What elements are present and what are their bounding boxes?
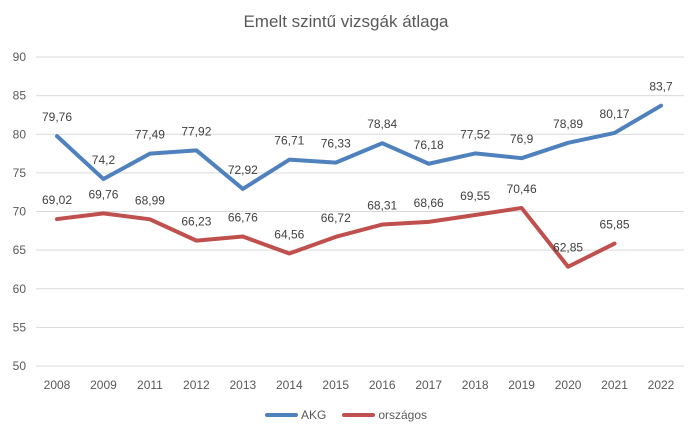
data-label: 78,89 xyxy=(553,117,583,131)
y-tick-label: 70 xyxy=(13,205,27,219)
y-tick-label: 75 xyxy=(13,166,27,180)
data-label: 76,9 xyxy=(510,132,534,146)
orsz-gos-line xyxy=(55,205,617,269)
data-label: 83,7 xyxy=(649,80,673,94)
data-label: 68,66 xyxy=(414,196,444,210)
x-tick-label: 2017 xyxy=(415,378,442,392)
x-tick-label: 2019 xyxy=(508,378,535,392)
x-tick-label: 2022 xyxy=(648,378,675,392)
x-tick-label: 2009 xyxy=(90,378,117,392)
y-tick-label: 85 xyxy=(13,89,27,103)
legend-item-orszagos: országos xyxy=(342,408,427,422)
x-tick-label: 2008 xyxy=(44,378,71,392)
data-label: 66,23 xyxy=(181,215,211,229)
data-label: 76,71 xyxy=(274,134,304,148)
data-label: 68,31 xyxy=(367,199,397,213)
x-tick-label: 2016 xyxy=(369,378,396,392)
y-tick-label: 50 xyxy=(13,359,27,373)
data-label: 79,76 xyxy=(42,110,72,124)
x-tick-label: 2021 xyxy=(601,378,628,392)
data-label: 77,52 xyxy=(460,127,490,141)
y-tick-label: 90 xyxy=(13,50,27,64)
x-tick-label: 2018 xyxy=(462,378,489,392)
data-label: 69,76 xyxy=(88,187,118,201)
data-label: 62,85 xyxy=(553,241,583,255)
x-tick-label: 2012 xyxy=(183,378,210,392)
data-label: 66,72 xyxy=(321,211,351,225)
y-tick-label: 65 xyxy=(13,243,27,257)
x-tick-label: 2014 xyxy=(276,378,303,392)
y-tick-label: 60 xyxy=(13,282,27,296)
data-label: 70,46 xyxy=(507,182,537,196)
legend-item-akg: AKG xyxy=(264,408,327,422)
x-tick-label: 2015 xyxy=(322,378,349,392)
y-tick-label: 80 xyxy=(13,127,27,141)
data-label: 80,17 xyxy=(600,107,630,121)
legend-label-orszagos: országos xyxy=(378,408,428,422)
chart-legend: AKG országos xyxy=(0,406,692,424)
orszagos-line-swatch xyxy=(342,413,376,417)
legend-label-akg: AKG xyxy=(300,408,327,422)
data-label: 78,84 xyxy=(367,117,397,131)
data-label: 65,85 xyxy=(600,218,630,232)
x-tick-label: 2013 xyxy=(229,378,256,392)
y-tick-label: 55 xyxy=(13,320,27,334)
data-label: 64,56 xyxy=(274,228,304,242)
chart-title: Emelt szintű vizsgák átlaga xyxy=(243,12,449,31)
data-label: 69,02 xyxy=(42,193,72,207)
data-label: 76,33 xyxy=(321,137,351,151)
data-label: 66,76 xyxy=(228,211,258,225)
akg-line xyxy=(55,103,663,191)
x-tick-label: 2020 xyxy=(555,378,582,392)
data-label: 77,49 xyxy=(135,128,165,142)
data-label: 77,92 xyxy=(181,124,211,138)
data-label: 68,99 xyxy=(135,193,165,207)
data-label: 76,18 xyxy=(414,138,444,152)
data-label: 74,2 xyxy=(92,153,116,167)
x-tick-label: 2011 xyxy=(137,378,163,392)
akg-line-swatch xyxy=(264,413,298,417)
data-label: 72,92 xyxy=(228,163,258,177)
data-label: 69,55 xyxy=(460,189,490,203)
